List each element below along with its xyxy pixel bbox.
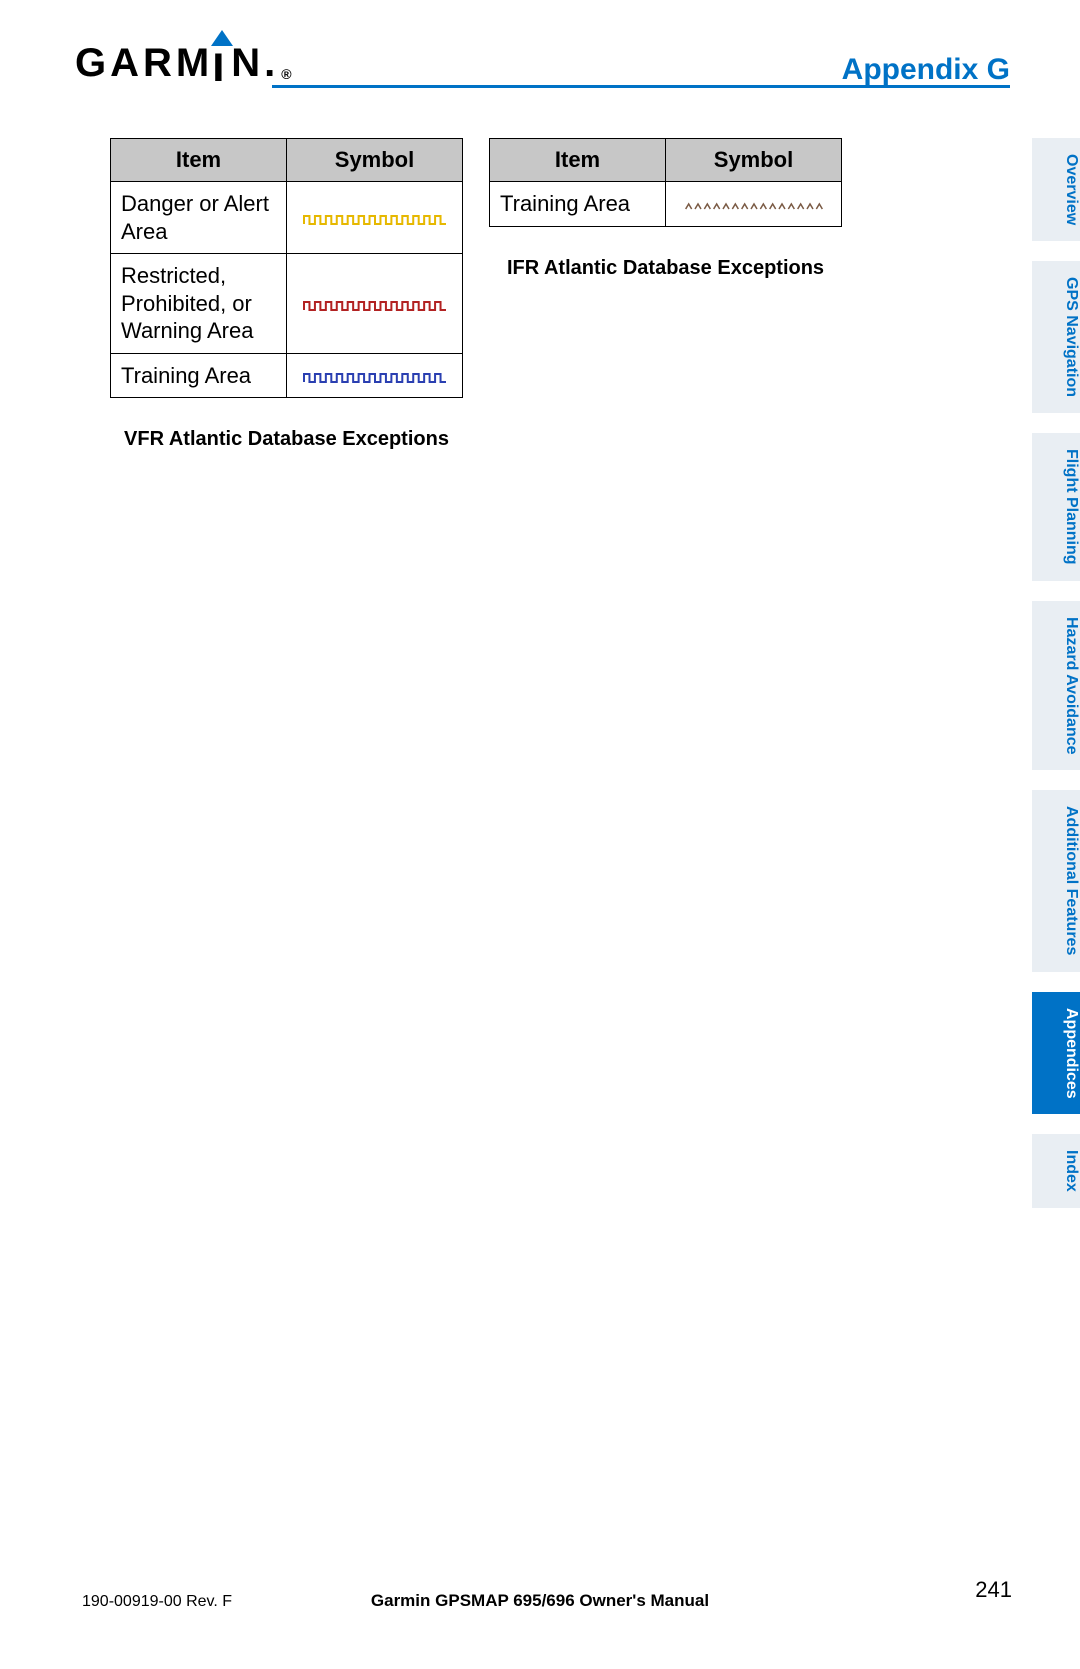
side-tab[interactable]: Index — [1032, 1134, 1080, 1208]
symbol-carets-icon — [679, 195, 829, 215]
side-tab[interactable]: GPS Navigation — [1032, 261, 1080, 413]
symbol-cell — [666, 182, 842, 227]
table-row: Training Area — [111, 353, 463, 398]
brand-period: . — [264, 41, 279, 86]
footer-page: 241 — [975, 1577, 1012, 1603]
left-table-body: Danger or Alert AreaRestricted, Prohibit… — [111, 182, 463, 398]
footer-title: Garmin GPSMAP 695/696 Owner's Manual — [0, 1591, 1080, 1611]
table-row: Danger or Alert Area — [111, 182, 463, 254]
brand-letter: R — [143, 41, 176, 86]
symbol-castellated-icon — [300, 295, 450, 315]
side-tab[interactable]: Hazard Avoidance — [1032, 601, 1080, 771]
side-tab[interactable]: Overview — [1032, 138, 1080, 241]
symbol-cell — [287, 182, 463, 254]
left-caption: VFR Atlantic Database Exceptions — [110, 428, 463, 451]
tables-area: Item Symbol Danger or Alert AreaRestrict… — [110, 138, 842, 451]
brand-letter: A — [110, 41, 143, 86]
right-table-block: Item Symbol Training Area IFR Atlantic D… — [489, 138, 842, 451]
side-tab[interactable]: Flight Planning — [1032, 433, 1080, 581]
symbol-cell — [287, 353, 463, 398]
right-table: Item Symbol Training Area — [489, 138, 842, 227]
left-col-symbol: Symbol — [287, 139, 463, 182]
brand-letter: G — [75, 41, 110, 86]
side-tab[interactable]: Additional Features — [1032, 790, 1080, 971]
page-title: Appendix G — [842, 53, 1010, 87]
right-col-item: Item — [490, 139, 666, 182]
side-tab[interactable]: Appendices — [1032, 992, 1080, 1115]
symbol-castellated-icon — [300, 209, 450, 229]
left-col-item: Item — [111, 139, 287, 182]
brand-letter: M — [176, 41, 213, 86]
page-footer: 190-00919-00 Rev. F Garmin GPSMAP 695/69… — [0, 1581, 1080, 1611]
right-col-symbol: Symbol — [666, 139, 842, 182]
symbol-cell — [287, 254, 463, 354]
side-tabs: Overview GPS Navigation Flight Planning Haz… — [1032, 138, 1080, 1208]
item-cell: Training Area — [111, 353, 287, 398]
brand-name: GARMIN. — [75, 41, 279, 86]
brand-triangle-icon — [211, 30, 233, 46]
left-table: Item Symbol Danger or Alert AreaRestrict… — [110, 138, 463, 398]
table-row: Training Area — [490, 182, 842, 227]
page-header: GARMIN. ® Appendix G — [0, 55, 1080, 115]
right-table-body: Training Area — [490, 182, 842, 227]
symbol-castellated-icon — [300, 367, 450, 387]
item-cell: Training Area — [490, 182, 666, 227]
brand-logo: GARMIN. ® — [75, 41, 292, 86]
item-cell: Restricted, Prohibited, or Warning Area — [111, 254, 287, 354]
left-table-block: Item Symbol Danger or Alert AreaRestrict… — [110, 138, 463, 451]
registered-mark: ® — [281, 66, 291, 82]
brand-letter: N — [231, 41, 264, 86]
item-cell: Danger or Alert Area — [111, 182, 287, 254]
table-row: Restricted, Prohibited, or Warning Area — [111, 254, 463, 354]
brand-letter: I — [213, 46, 231, 86]
right-caption: IFR Atlantic Database Exceptions — [489, 257, 842, 280]
